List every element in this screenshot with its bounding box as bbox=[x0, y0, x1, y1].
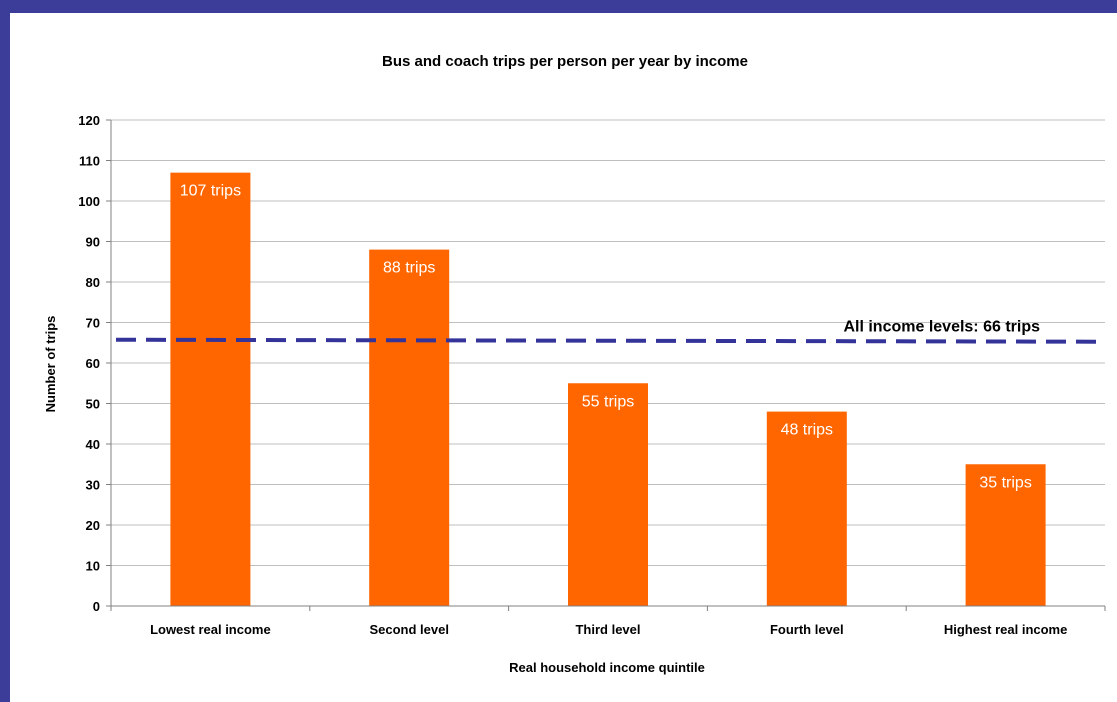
y-tick-label: 110 bbox=[79, 154, 100, 169]
data-label: 35 trips bbox=[979, 474, 1031, 491]
bar bbox=[766, 411, 847, 606]
y-tick-labels: 0 10 20 30 40 50 60 70 80 90 100 110 120 bbox=[78, 113, 100, 614]
y-tick-label: 0 bbox=[93, 599, 100, 614]
reference-line-label: All income levels: 66 trips bbox=[843, 319, 1040, 336]
bar bbox=[170, 172, 251, 606]
axes bbox=[106, 119, 1106, 611]
data-label: 48 trips bbox=[781, 422, 833, 439]
reference-line-group: All income levels: 66 trips bbox=[115, 319, 1106, 344]
y-tick-label: 60 bbox=[86, 356, 100, 371]
bar bbox=[568, 383, 648, 606]
y-tick-label: 50 bbox=[86, 397, 100, 412]
data-label: 88 trips bbox=[383, 260, 435, 277]
x-category-label: Lowest real income bbox=[150, 622, 271, 637]
data-labels: 107 trips 88 trips 55 trips 48 trips 35 trip… bbox=[180, 183, 1032, 492]
bar bbox=[369, 249, 450, 606]
y-tick-label: 100 bbox=[78, 194, 100, 209]
y-tick-label: 80 bbox=[86, 275, 100, 290]
x-axis-title: Real household income quintile bbox=[509, 660, 705, 675]
y-axis-title: Number of trips bbox=[43, 316, 58, 413]
bar bbox=[965, 464, 1046, 606]
y-tick-label: 90 bbox=[86, 235, 100, 250]
data-label: 107 trips bbox=[180, 183, 241, 200]
x-category-label: Highest real income bbox=[944, 622, 1068, 637]
y-tick-label: 10 bbox=[86, 559, 100, 574]
y-tick-label: 30 bbox=[86, 478, 100, 493]
y-tick-label: 120 bbox=[78, 113, 100, 128]
x-category-label: Fourth level bbox=[770, 622, 844, 637]
x-category-label: Third level bbox=[575, 622, 640, 637]
y-tick-label: 40 bbox=[86, 437, 100, 452]
reference-line bbox=[115, 337, 1106, 344]
x-category-labels: Lowest real income Second level Third leve… bbox=[150, 622, 1067, 637]
chart-title: Bus and coach trips per person per year … bbox=[382, 53, 748, 70]
y-tick-label: 70 bbox=[86, 316, 100, 331]
bars bbox=[170, 172, 1046, 606]
x-category-label: Second level bbox=[369, 622, 448, 637]
y-tick-label: 20 bbox=[86, 518, 100, 533]
data-label: 55 trips bbox=[582, 393, 634, 410]
